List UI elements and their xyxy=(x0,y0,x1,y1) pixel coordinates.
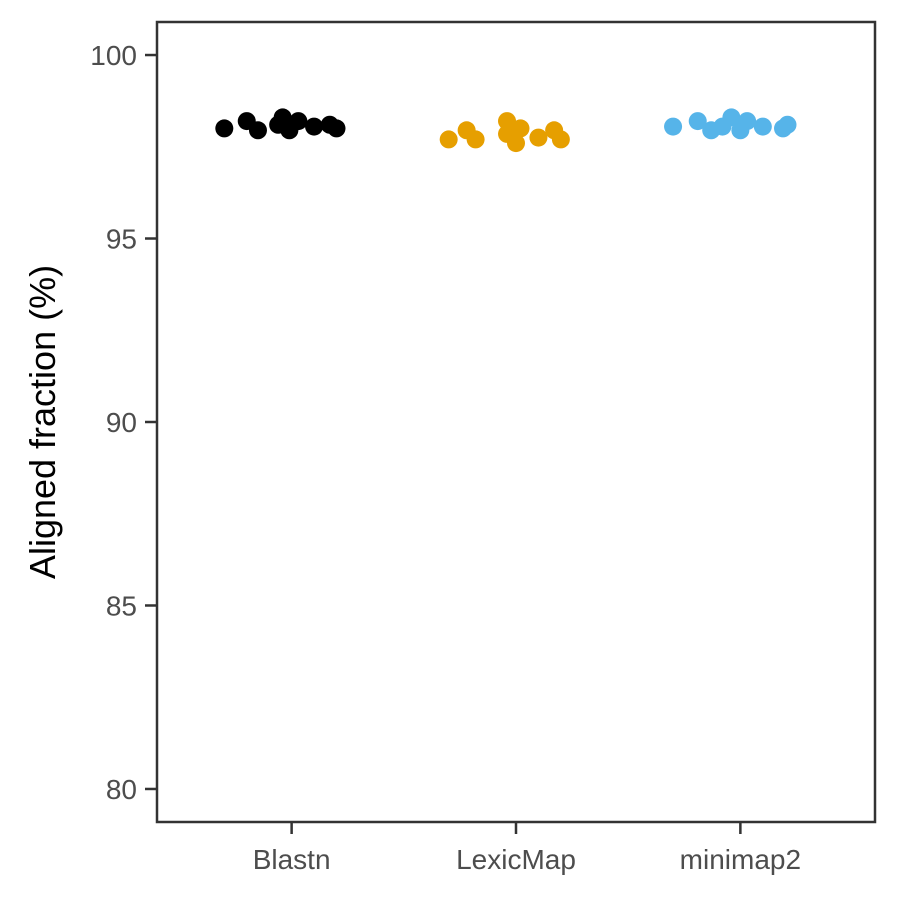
x-axis: Blastn LexicMap minimap2 xyxy=(253,822,801,875)
y-tick-label: 85 xyxy=(106,590,137,621)
data-point xyxy=(753,117,772,136)
data-point xyxy=(439,130,458,149)
data-point xyxy=(778,115,797,134)
data-point xyxy=(529,128,548,147)
y-tick-label: 80 xyxy=(106,774,137,805)
data-point xyxy=(466,130,485,149)
data-point xyxy=(305,117,324,136)
y-axis-title: Aligned fraction (%) xyxy=(22,265,63,579)
data-point xyxy=(327,119,346,138)
data-point xyxy=(507,134,525,153)
y-tick-label: 95 xyxy=(106,224,137,255)
data-point xyxy=(511,119,530,138)
data-point xyxy=(722,108,741,127)
x-tick-label: LexicMap xyxy=(456,844,576,875)
data-point xyxy=(688,112,707,131)
data-point xyxy=(248,121,267,140)
y-tick-label: 90 xyxy=(106,407,137,438)
data-point xyxy=(738,112,757,131)
x-tick-label: Blastn xyxy=(253,844,331,875)
data-points xyxy=(215,108,797,153)
data-point xyxy=(289,112,308,131)
plot-panel-border xyxy=(155,20,877,824)
data-point xyxy=(215,119,234,138)
data-point xyxy=(498,112,517,131)
data-point xyxy=(551,130,570,149)
data-point xyxy=(664,117,683,136)
y-axis: 80 85 90 95 100 xyxy=(90,40,157,805)
x-tick-label: minimap2 xyxy=(680,844,801,875)
y-tick-label: 100 xyxy=(90,40,137,71)
